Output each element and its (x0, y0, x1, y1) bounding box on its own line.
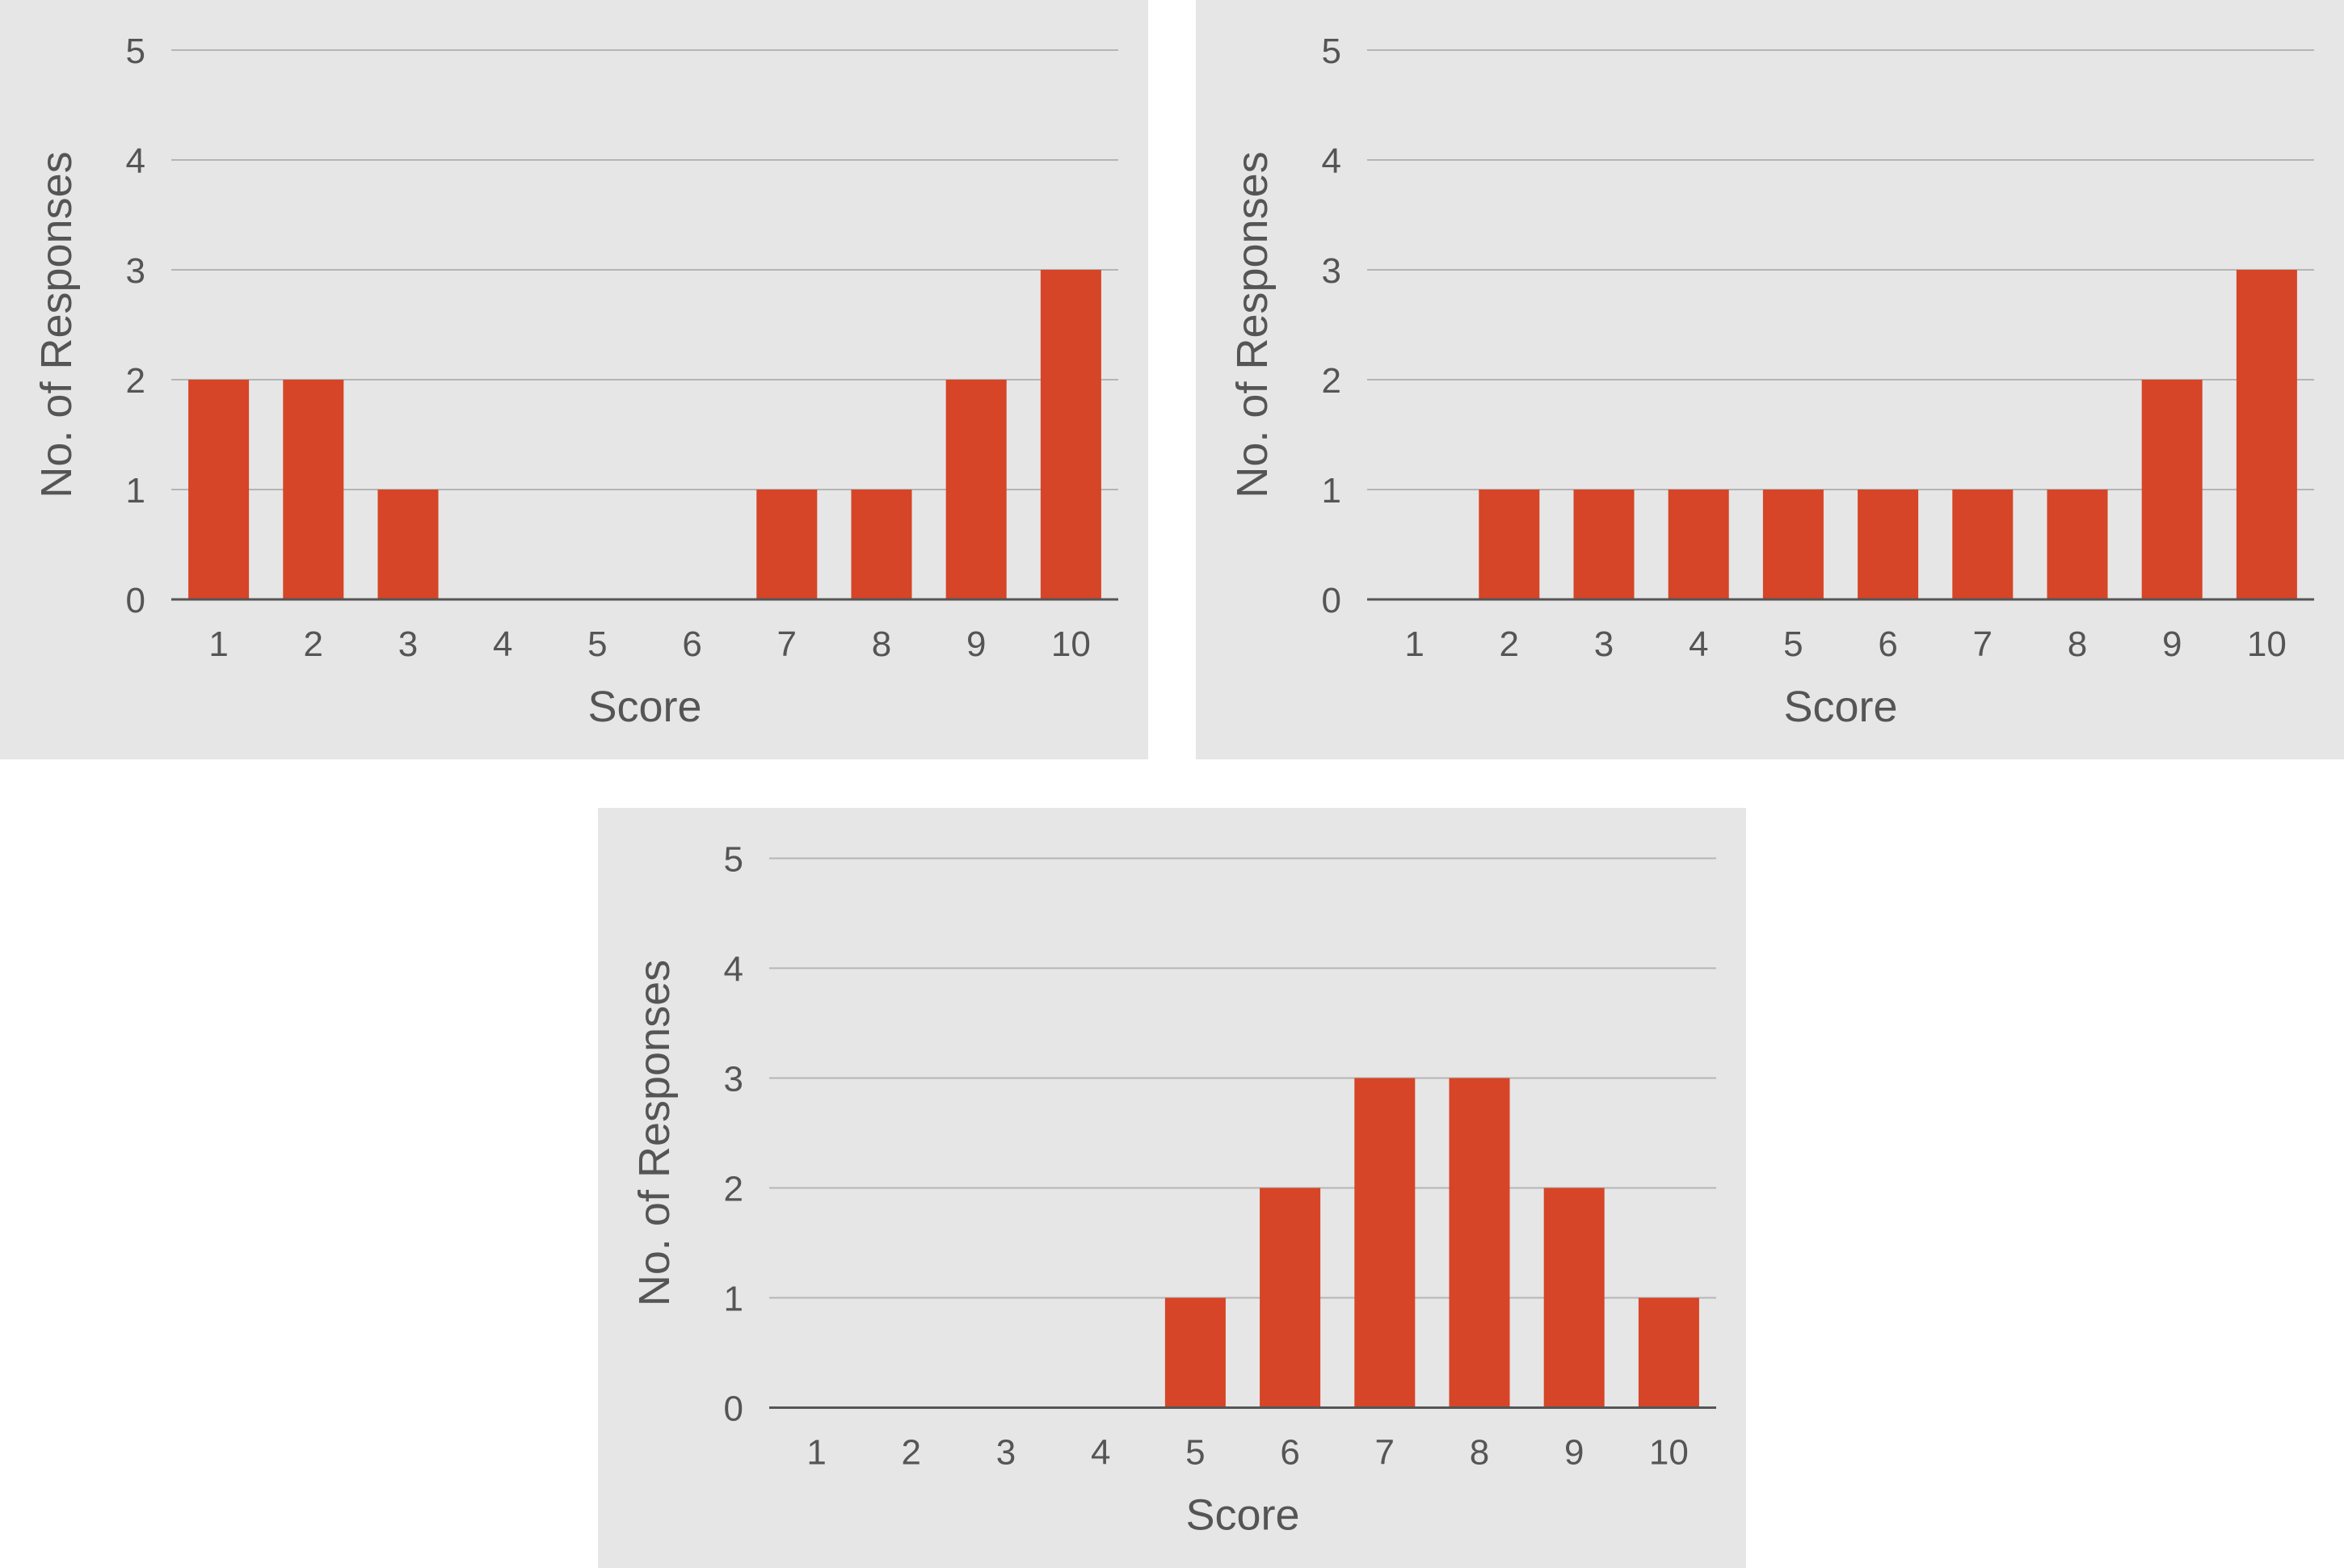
bar (1040, 270, 1101, 599)
bar (283, 380, 344, 599)
x-tick-label: 1 (1404, 624, 1424, 664)
chart-panel-1: 0 1 2 3 4 5 1 2 3 4 5 6 7 8 9 10 Score No. of Responses (0, 0, 1148, 759)
x-tick-label: 8 (1470, 1433, 1489, 1473)
x-tick-label: 3 (996, 1433, 1016, 1473)
x-tick-label: 3 (1594, 624, 1614, 664)
y-tick-label: 4 (724, 950, 743, 990)
x-tick-label: 4 (1689, 624, 1708, 664)
bar (1164, 1297, 1226, 1408)
x-tick-label: 5 (1783, 624, 1803, 664)
x-tick-label: 7 (1375, 1433, 1395, 1473)
x-tick-label: 3 (398, 624, 418, 664)
x-tick-label: 6 (1878, 624, 1897, 664)
y-tick-label: 3 (126, 251, 145, 291)
x-tick-label: 10 (1051, 624, 1091, 664)
y-tick-label: 1 (126, 471, 145, 511)
x-tick-label: 6 (682, 624, 701, 664)
x-tick-label: 9 (2162, 624, 2182, 664)
chart-panel-2: 0 1 2 3 4 5 1 2 3 4 5 6 7 8 9 10 Score No. of Responses (1196, 0, 2344, 759)
y-tick-label: 2 (1322, 361, 1341, 401)
bar (1952, 490, 2014, 599)
y-tick-label: 3 (1322, 251, 1341, 291)
x-axis-title: Score (1185, 1491, 1299, 1540)
bar (851, 490, 912, 599)
bar (1573, 490, 1635, 599)
x-tick-label: 2 (1500, 624, 1519, 664)
x-tick-label: 1 (806, 1433, 826, 1473)
y-tick-label: 4 (126, 141, 145, 181)
y-tick-label: 2 (126, 361, 145, 401)
bar (2236, 270, 2297, 599)
y-tick-label: 2 (724, 1170, 743, 1209)
bar (756, 490, 818, 599)
y-axis-title: No. of Responses (32, 151, 81, 498)
x-tick-label: 7 (1973, 624, 1993, 664)
chart-panel-3: 0 1 2 3 4 5 1 2 3 4 5 6 7 8 9 10 Score No. of Responses (598, 808, 1746, 1568)
y-tick-label: 5 (126, 32, 145, 71)
x-axis-title: Score (1783, 683, 1897, 731)
bar (377, 490, 439, 599)
x-tick-label: 4 (1091, 1433, 1110, 1473)
x-axis-title: Score (587, 683, 701, 731)
x-tick-label: 9 (966, 624, 986, 664)
bar (1543, 1188, 1605, 1408)
x-tick-label: 5 (587, 624, 607, 664)
y-axis-title: No. of Responses (630, 960, 679, 1306)
bar (1668, 490, 1729, 599)
bar (1449, 1078, 1510, 1408)
bar (2141, 380, 2203, 599)
x-tick-label: 2 (902, 1433, 921, 1473)
bar-chart-3: 0 1 2 3 4 5 1 2 3 4 5 6 7 8 9 10 Score No. of Responses (630, 840, 1716, 1540)
bar (1354, 1078, 1416, 1408)
y-tick-label: 0 (724, 1389, 743, 1429)
y-tick-label: 5 (1322, 32, 1341, 71)
y-tick-label: 1 (1322, 471, 1341, 511)
x-tick-label: 1 (208, 624, 228, 664)
x-tick-label: 2 (304, 624, 323, 664)
x-tick-label: 6 (1280, 1433, 1299, 1473)
y-tick-label: 1 (724, 1280, 743, 1319)
bar-chart-1: 0 1 2 3 4 5 1 2 3 4 5 6 7 8 9 10 Score No. of Responses (32, 32, 1118, 731)
bar (1479, 490, 1540, 599)
x-tick-label: 10 (2247, 624, 2287, 664)
x-tick-label: 10 (1649, 1433, 1689, 1473)
y-tick-label: 0 (126, 581, 145, 620)
y-tick-label: 3 (724, 1060, 743, 1099)
y-tick-label: 5 (724, 840, 743, 880)
bar (1762, 490, 1824, 599)
y-tick-label: 4 (1322, 141, 1341, 181)
bar (1638, 1297, 1699, 1408)
x-tick-label: 5 (1185, 1433, 1205, 1473)
bar (945, 380, 1007, 599)
y-tick-label: 0 (1322, 581, 1341, 620)
x-tick-label: 8 (2068, 624, 2087, 664)
bar (188, 380, 250, 599)
x-tick-label: 9 (1564, 1433, 1584, 1473)
x-tick-label: 8 (872, 624, 891, 664)
bar (1858, 490, 1919, 599)
x-tick-label: 7 (777, 624, 797, 664)
y-axis-title: No. of Responses (1228, 151, 1277, 498)
x-tick-label: 4 (493, 624, 512, 664)
bar (1260, 1188, 1321, 1408)
bar (2047, 490, 2108, 599)
bar-chart-2: 0 1 2 3 4 5 1 2 3 4 5 6 7 8 9 10 Score No. of Responses (1228, 32, 2314, 731)
